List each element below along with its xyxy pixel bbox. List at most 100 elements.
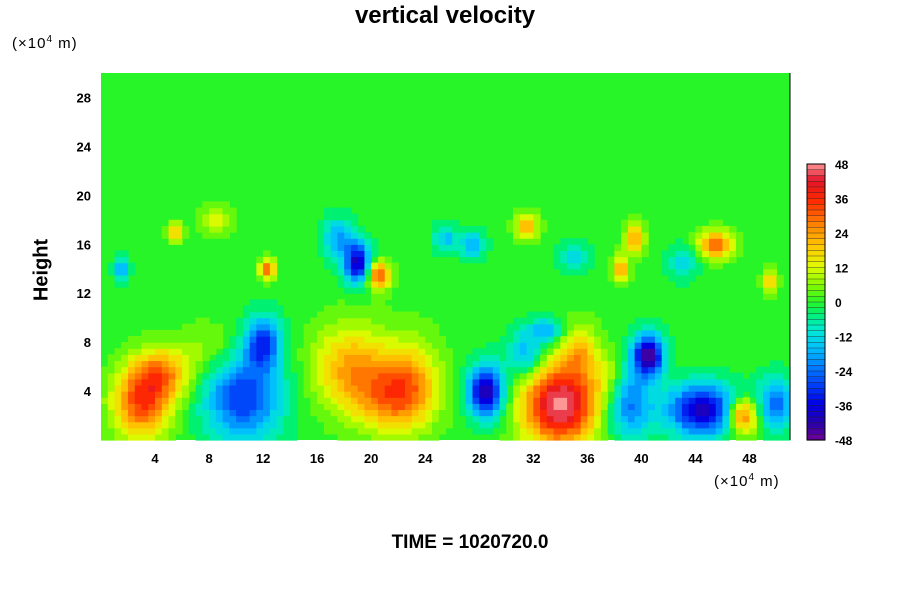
field-cell	[486, 372, 494, 380]
field-cell	[202, 232, 210, 239]
field-cell	[661, 391, 670, 398]
field-cell	[269, 421, 278, 429]
x-unit-label: (×104 m)	[714, 472, 780, 490]
field-cell	[526, 213, 534, 221]
field-cell	[438, 366, 447, 374]
field-cell	[418, 366, 426, 374]
field-cell	[634, 409, 642, 417]
field-cell	[668, 342, 676, 349]
field-cell	[425, 415, 433, 423]
field-cell	[695, 268, 703, 276]
field-cell	[398, 348, 406, 355]
field-cell	[371, 415, 379, 423]
field-cell	[209, 421, 217, 429]
field-cell	[600, 348, 609, 355]
field-cell	[465, 391, 474, 398]
field-cell	[310, 409, 318, 417]
field-cell	[310, 397, 318, 404]
field-cell	[350, 409, 359, 417]
field-cell	[661, 354, 670, 362]
field-cell	[431, 238, 440, 245]
field-cell	[621, 403, 629, 411]
field-cell	[418, 348, 426, 355]
field-cell	[553, 415, 561, 423]
field-cell	[391, 360, 399, 368]
field-cell	[323, 354, 332, 362]
field-cell	[540, 366, 548, 374]
field-cell	[587, 317, 595, 325]
field-cell	[587, 354, 595, 362]
colorbar-segment	[806, 267, 826, 274]
colorbar-segment	[806, 313, 826, 320]
field-cell	[114, 384, 122, 392]
field-cell	[641, 433, 649, 441]
field-cell	[256, 329, 264, 337]
field-cell	[519, 323, 528, 331]
field-cell	[209, 427, 217, 435]
field-cell	[560, 268, 568, 276]
field-cell	[141, 391, 149, 398]
field-cell	[290, 403, 298, 411]
field-cell	[188, 366, 197, 374]
field-cell	[357, 268, 366, 276]
field-cell	[377, 287, 386, 294]
field-cell	[269, 360, 278, 368]
field-cell	[627, 427, 636, 435]
colorbar-tick-label: -24	[835, 365, 853, 379]
field-cell	[128, 397, 136, 404]
field-cell	[654, 415, 663, 423]
field-cell	[175, 427, 183, 435]
field-cell	[776, 433, 784, 441]
field-cell	[661, 403, 670, 411]
field-cell	[377, 403, 386, 411]
field-cell	[627, 372, 636, 380]
field-cell	[283, 317, 291, 325]
field-cell	[695, 238, 703, 245]
field-cell	[607, 378, 615, 386]
field-cell	[276, 311, 284, 319]
field-cell	[627, 250, 636, 258]
field-cell	[621, 280, 629, 288]
field-cell	[594, 317, 602, 325]
field-cell	[344, 232, 352, 239]
field-cell	[580, 323, 588, 331]
field-cell	[317, 225, 325, 233]
field-cell	[654, 360, 663, 368]
field-cell	[472, 256, 480, 264]
field-cell	[729, 409, 737, 417]
field-cell	[256, 421, 264, 429]
field-cell	[209, 342, 217, 349]
field-cell	[621, 360, 629, 368]
field-cell	[769, 378, 778, 386]
field-cell	[263, 348, 271, 355]
field-cell	[452, 244, 460, 251]
field-cell	[242, 366, 251, 374]
field-cell	[337, 213, 345, 221]
field-cell	[776, 403, 784, 411]
field-cell	[310, 323, 318, 331]
field-cell	[398, 409, 406, 417]
field-cell	[269, 317, 278, 325]
field-cell	[688, 366, 697, 374]
field-cell	[486, 244, 494, 251]
field-cell	[175, 225, 183, 233]
field-cell	[762, 403, 771, 411]
field-cell	[377, 384, 386, 392]
field-cell	[398, 329, 406, 337]
field-cell	[425, 421, 433, 429]
field-cell	[634, 232, 642, 239]
field-cell	[350, 336, 359, 343]
field-cell	[209, 329, 217, 337]
field-cell	[459, 250, 467, 258]
colorbar-tick-label: 36	[835, 193, 849, 207]
field-cell	[411, 360, 420, 368]
field-cell	[161, 403, 170, 411]
field-cell	[114, 427, 122, 435]
field-cell	[681, 384, 690, 392]
field-cell	[540, 329, 548, 337]
field-cell	[161, 329, 170, 337]
field-cell	[675, 433, 683, 441]
field-cell	[310, 378, 318, 386]
field-cell	[600, 421, 609, 429]
x-tick-label: 20	[364, 451, 378, 466]
